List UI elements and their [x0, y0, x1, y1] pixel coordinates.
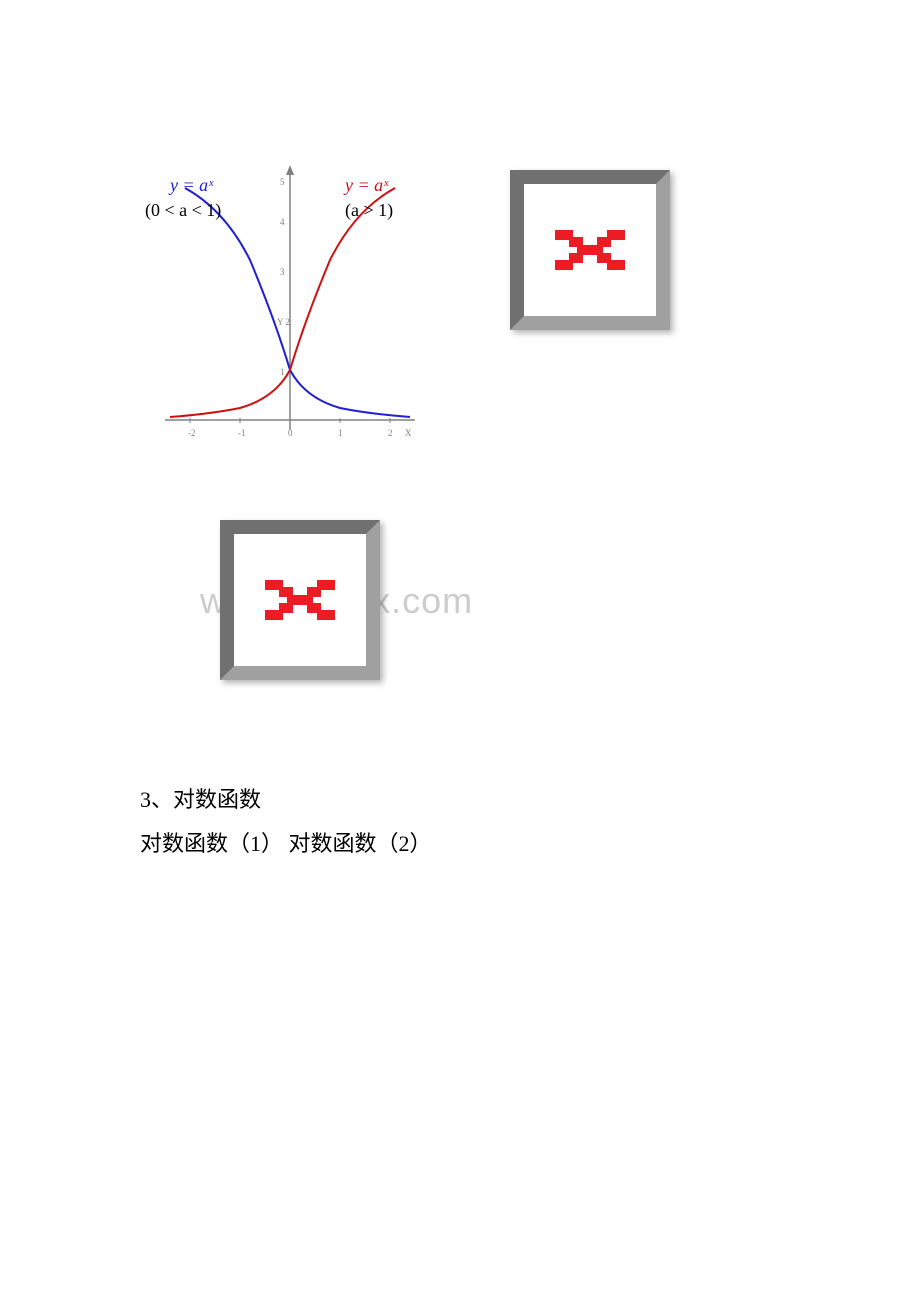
- text-section: 3、对数函数 对数函数（1） 对数函数（2）: [140, 780, 780, 863]
- broken-image-placeholder-2: [220, 520, 380, 680]
- broken-x-icon: [555, 225, 625, 275]
- svg-text:X: X: [405, 428, 412, 438]
- svg-text:1: 1: [280, 367, 285, 377]
- svg-text:5: 5: [280, 177, 285, 187]
- svg-text:-1: -1: [238, 428, 246, 438]
- red-curve-condition: (a > 1): [345, 200, 393, 221]
- svg-text:-2: -2: [188, 428, 196, 438]
- svg-text:Y 2: Y 2: [277, 317, 290, 327]
- blue-curve-condition: (0 < a < 1): [145, 200, 221, 221]
- red-curve-label: y = aˣ: [345, 175, 388, 196]
- section-subtitle: 对数函数（1） 对数函数（2）: [140, 824, 780, 864]
- broken-x-icon: [265, 575, 335, 625]
- svg-text:1: 1: [338, 428, 343, 438]
- section-title: 3、对数函数: [140, 780, 780, 820]
- blue-curve-label: y = aˣ: [170, 175, 213, 196]
- svg-text:2: 2: [388, 428, 393, 438]
- svg-text:0: 0: [288, 428, 293, 438]
- svg-text:4: 4: [280, 217, 285, 227]
- exponential-chart: -2 -1 0 1 2 1 Y 2 3 4 5 X y = aˣ: [140, 140, 440, 460]
- broken-image-placeholder-1: [510, 170, 670, 330]
- svg-text:3: 3: [280, 267, 285, 277]
